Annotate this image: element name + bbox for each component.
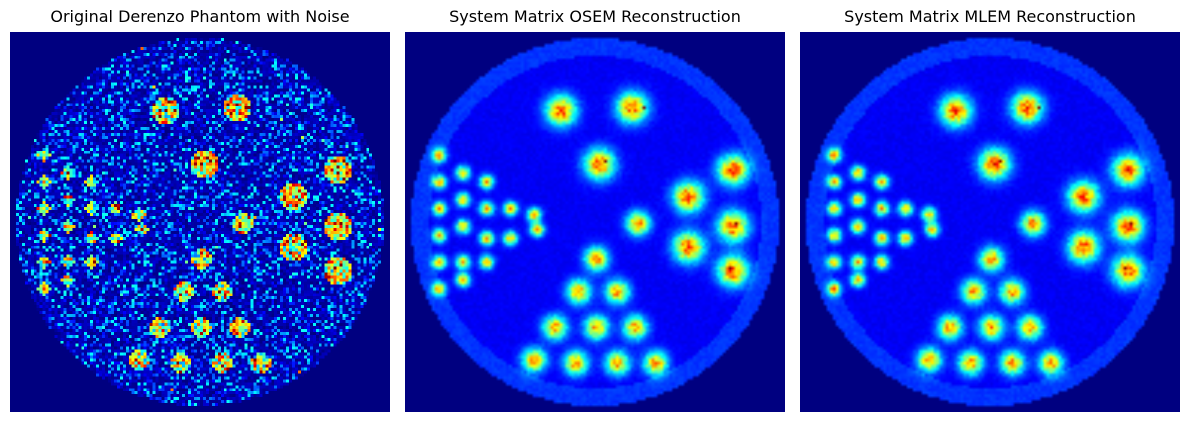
reconstruction-image-osem [405, 32, 785, 412]
panel-title: System Matrix OSEM Reconstruction [449, 7, 741, 26]
panel-title: Original Derenzo Phantom with Noise [50, 7, 350, 26]
phantom-image-original [10, 32, 390, 412]
reconstruction-image-mlem [800, 32, 1180, 412]
panel-original: Original Derenzo Phantom with Noise [10, 0, 390, 422]
phantom-canvas [10, 32, 390, 412]
panel-osem: System Matrix OSEM Reconstruction [405, 0, 785, 422]
panel-title: System Matrix MLEM Reconstruction [844, 7, 1136, 26]
panel-mlem: System Matrix MLEM Reconstruction [800, 0, 1180, 422]
osem-canvas [405, 32, 785, 412]
mlem-canvas [800, 32, 1180, 412]
